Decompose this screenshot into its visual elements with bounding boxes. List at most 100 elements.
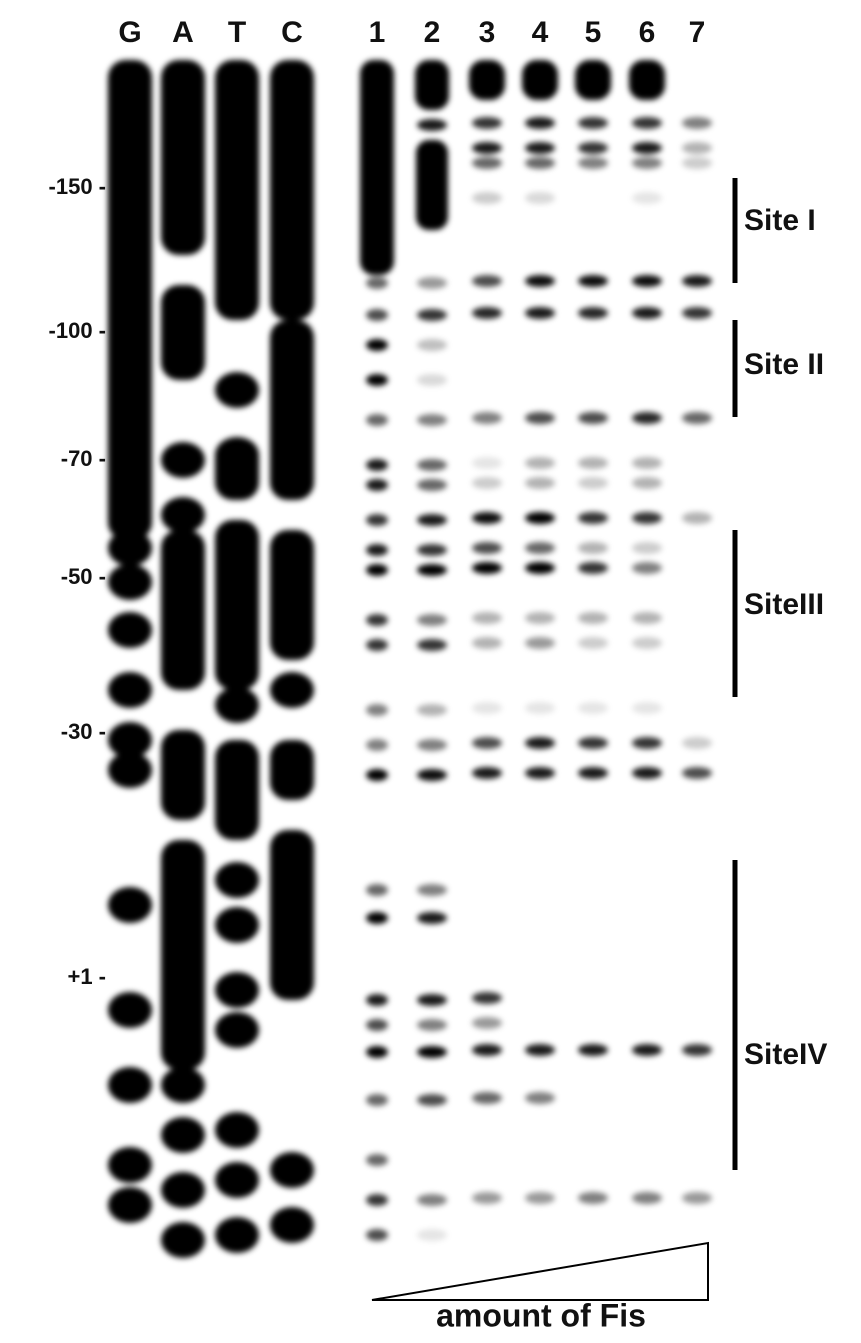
band — [525, 737, 555, 749]
band — [215, 972, 259, 1008]
band — [472, 512, 502, 524]
smear — [161, 840, 205, 1070]
band — [682, 142, 712, 154]
band — [472, 612, 502, 624]
position-label: -50 - — [61, 564, 106, 589]
position-label: -100 - — [49, 318, 106, 343]
band — [525, 702, 555, 714]
band — [366, 374, 388, 386]
band — [270, 932, 314, 968]
band — [525, 512, 555, 524]
band — [578, 612, 608, 624]
band — [682, 737, 712, 749]
band — [472, 1092, 502, 1104]
smear — [270, 830, 314, 1000]
band — [632, 307, 662, 319]
band — [215, 687, 259, 723]
band — [472, 192, 502, 204]
band — [366, 194, 388, 206]
band — [215, 907, 259, 943]
band — [578, 117, 608, 129]
smear — [415, 60, 449, 110]
band — [366, 1019, 388, 1031]
lane-label: G — [118, 16, 141, 49]
gradient-triangle — [371, 1241, 709, 1301]
band — [417, 1229, 447, 1241]
band — [472, 157, 502, 169]
band — [215, 1012, 259, 1048]
band — [472, 1044, 502, 1056]
band — [366, 1154, 388, 1166]
band — [632, 412, 662, 424]
lane-label: A — [172, 16, 194, 49]
band — [417, 912, 447, 924]
band — [366, 1094, 388, 1106]
band — [417, 514, 447, 526]
band — [632, 702, 662, 714]
band — [417, 414, 447, 426]
band — [270, 572, 314, 608]
band — [417, 159, 447, 171]
band — [161, 1117, 205, 1153]
band — [578, 1044, 608, 1056]
band — [366, 159, 388, 171]
band — [108, 992, 152, 1028]
band — [215, 1162, 259, 1198]
band — [417, 739, 447, 751]
band — [525, 637, 555, 649]
band — [417, 544, 447, 556]
band — [632, 737, 662, 749]
band — [472, 737, 502, 749]
band — [366, 739, 388, 751]
band — [366, 994, 388, 1006]
lane-label: 3 — [479, 16, 496, 49]
band — [417, 194, 447, 206]
smear — [161, 60, 205, 255]
position-label: -150 - — [49, 174, 106, 199]
band — [472, 1192, 502, 1204]
band — [525, 767, 555, 779]
band — [632, 637, 662, 649]
band — [632, 767, 662, 779]
smear — [270, 60, 314, 320]
band — [632, 157, 662, 169]
smear — [522, 60, 558, 100]
band — [366, 277, 388, 289]
band — [632, 142, 662, 154]
band — [366, 1229, 388, 1241]
band — [525, 612, 555, 624]
band — [366, 339, 388, 351]
band — [525, 117, 555, 129]
lane-label: 1 — [369, 16, 386, 49]
band — [215, 862, 259, 898]
band — [525, 562, 555, 574]
smear — [161, 730, 205, 820]
band — [417, 309, 447, 321]
band — [578, 1192, 608, 1204]
band — [417, 1194, 447, 1206]
smear — [575, 60, 611, 100]
band — [108, 752, 152, 788]
smear — [161, 285, 205, 380]
lane-label: C — [281, 16, 303, 49]
band — [525, 307, 555, 319]
band — [525, 412, 555, 424]
band — [525, 1192, 555, 1204]
band — [417, 277, 447, 289]
band — [161, 1067, 205, 1103]
band — [366, 119, 388, 131]
band — [578, 702, 608, 714]
band — [366, 514, 388, 526]
band — [366, 479, 388, 491]
band — [366, 769, 388, 781]
band — [682, 1044, 712, 1056]
band — [472, 637, 502, 649]
site-label: SiteIV — [744, 1038, 827, 1071]
band — [578, 477, 608, 489]
band — [270, 1152, 314, 1188]
smear — [108, 60, 152, 540]
band — [682, 1192, 712, 1204]
band — [578, 142, 608, 154]
band — [417, 1094, 447, 1106]
